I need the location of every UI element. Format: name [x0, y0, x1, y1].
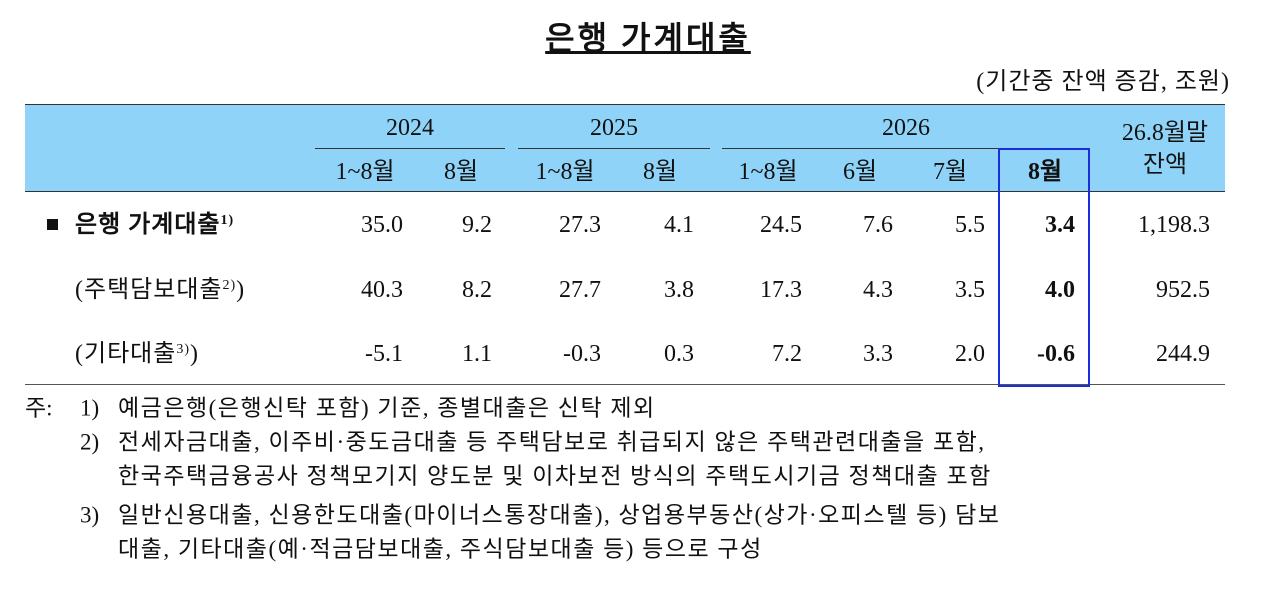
year-rule: [722, 148, 1090, 149]
row-label: (주택담보대출2)): [75, 278, 245, 302]
period: 8월: [642, 159, 678, 185]
row-label: 은행 가계대출1): [75, 213, 234, 237]
paren: ): [236, 277, 246, 303]
year: 2026: [882, 115, 930, 141]
cell: -5.1: [365, 341, 403, 367]
note-ref: 3): [176, 342, 190, 357]
cell: 27.3: [559, 212, 601, 238]
note-line: 일반신용대출, 신용한도대출(마이너스통장대출), 상업용부동산(상가·오피스텔…: [118, 502, 1001, 528]
cell: -0.3: [563, 341, 601, 367]
period: 8월: [443, 159, 479, 185]
label-text: 은행 가계대출: [75, 212, 221, 238]
cell: 4.3: [863, 277, 893, 303]
note-line: 예금은행(은행신탁 포함) 기준, 종별대출은 신탁 제외: [118, 395, 656, 421]
cell: 9.2: [462, 212, 492, 238]
label-text: 주택담보대출: [84, 277, 223, 303]
table-bottom-rule: [25, 384, 1225, 385]
cell: -0.6: [1037, 341, 1075, 367]
notes-prefix: 주:: [25, 395, 53, 421]
cell: 3.5: [955, 277, 985, 303]
period: 6월: [842, 159, 878, 185]
cell: 24.5: [760, 212, 802, 238]
label-text: 기타대출: [84, 341, 177, 367]
note-line: 전세자금대출, 이주비·중도금대출 등 주택담보로 취급되지 않은 주택관련대출…: [118, 429, 986, 455]
note-marker: 2): [80, 429, 100, 455]
cell: 8.2: [462, 277, 492, 303]
cell: 35.0: [361, 212, 403, 238]
cell: 0.3: [664, 341, 694, 367]
cell: 3.8: [664, 277, 694, 303]
cell: 1.1: [462, 341, 492, 367]
cell: 1,198.3: [1138, 212, 1210, 238]
period: 8월: [1027, 159, 1063, 185]
cell: 244.9: [1156, 341, 1210, 367]
paren: (: [75, 277, 84, 303]
cell: 7.2: [772, 341, 802, 367]
year-rule: [518, 148, 710, 149]
year: 2025: [590, 115, 638, 141]
note-ref: 2): [222, 278, 237, 293]
note-line: 한국주택금융공사 정책모기지 양도분 및 이차보전 방식의 주택도시기금 정책대…: [118, 463, 992, 489]
cell: 40.3: [361, 277, 403, 303]
cell: 2.0: [955, 341, 985, 367]
note-marker: 3): [80, 502, 100, 528]
highlight-box: [998, 148, 1090, 387]
cell: 3.4: [1045, 212, 1075, 238]
paren: ): [190, 341, 199, 367]
unit: (기간중 잔액 증감, 조원): [976, 69, 1230, 95]
period: 1~8월: [738, 159, 798, 185]
cell: 952.5: [1156, 277, 1210, 303]
cell: 4.0: [1045, 277, 1075, 303]
last-column-header: 26.8월말: [1121, 120, 1209, 146]
title: 은행 가계대출: [545, 20, 751, 56]
paren: (: [75, 341, 84, 367]
year-rule: [315, 148, 505, 149]
last-column-header: 잔액: [1142, 152, 1188, 178]
note-marker: 1): [80, 395, 100, 421]
cell: 5.5: [955, 212, 985, 238]
row-label: (기타대출3)): [75, 342, 199, 366]
note-ref: 1): [220, 213, 235, 228]
cell: 27.7: [559, 277, 601, 303]
period: 1~8월: [535, 159, 595, 185]
cell: 3.3: [863, 341, 893, 367]
bullet: [47, 219, 58, 230]
cell: 17.3: [760, 277, 802, 303]
period: 7월: [932, 159, 968, 185]
cell: 7.6: [863, 212, 893, 238]
period: 1~8월: [335, 159, 395, 185]
note-line: 대출, 기타대출(예·적금담보대출, 주식담보대출 등) 등으로 구성: [118, 536, 763, 562]
year: 2024: [386, 115, 434, 141]
cell: 4.1: [664, 212, 694, 238]
